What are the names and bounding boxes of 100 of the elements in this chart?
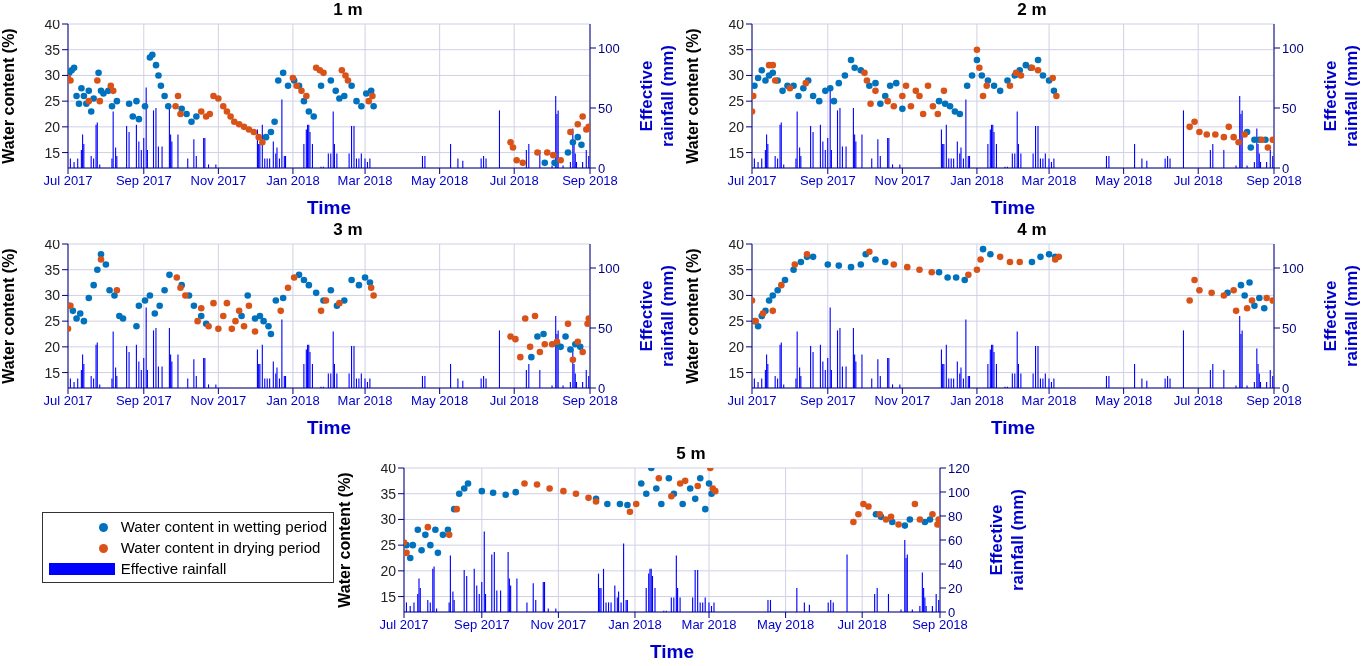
x-tick-label: Jul 2018 (1173, 393, 1223, 409)
y2-tick-label: 100 (598, 40, 620, 56)
y-tick-label: 25 (728, 93, 745, 110)
y2-tick-label: 50 (598, 100, 613, 116)
x-tick-label: Jan 2018 (950, 173, 1004, 189)
y2-tick-label: 0 (1282, 380, 1290, 396)
x-tick-label: Mar 2018 (337, 393, 393, 409)
y-tick-label: 35 (44, 261, 61, 278)
y-axis-title: Water content (%) (0, 28, 17, 164)
legend-label: Water content in wetting period (120, 518, 327, 535)
y-tick-label: 25 (44, 93, 61, 110)
y-tick-label: 30 (728, 67, 745, 84)
x-tick-label: Jul 2018 (489, 173, 539, 189)
x-tick-label: Sep 2017 (799, 173, 856, 189)
y-tick-label: 35 (44, 41, 61, 58)
chart-title: 2 m (1017, 0, 1047, 19)
x-tick-label: Jul 2017 (43, 173, 93, 189)
y-tick-label: 40 (728, 15, 745, 32)
x-axis-title: Time (306, 417, 352, 438)
x-tick-label: Jan 2018 (950, 393, 1004, 409)
y2-tick-label: 0 (598, 380, 606, 396)
x-tick-label: Sep 2018 (1246, 393, 1302, 409)
x-tick-label: Jul 2017 (43, 393, 93, 409)
y-tick-label: 20 (728, 118, 745, 135)
y2-tick-label: 60 (948, 532, 963, 548)
x-tick-label: Nov 2017 (190, 173, 247, 189)
y-tick-label: 40 (44, 235, 61, 252)
y2-tick-label: 0 (1282, 160, 1290, 176)
legend-label: Effective rainfall (120, 560, 227, 577)
x-axis-title: Time (306, 197, 352, 218)
y-tick-label: 40 (380, 459, 397, 476)
x-tick-label: Sep 2017 (799, 393, 856, 409)
y2-axis-title: Effective rainfall (mm) (987, 488, 1027, 592)
y-tick-label: 35 (380, 485, 397, 502)
x-axis-title: Time (649, 641, 695, 662)
x-tick-label: Nov 2017 (190, 393, 247, 409)
y2-tick-label: 100 (598, 260, 620, 276)
y-tick-label: 15 (44, 364, 61, 381)
chart-title: 3 m (333, 220, 363, 239)
x-tick-label: Sep 2018 (562, 393, 618, 409)
x-tick-label: Mar 2018 (1021, 393, 1077, 409)
y2-axis-title: Effective rainfall (mm) (1321, 44, 1361, 148)
x-tick-label: May 2018 (1095, 173, 1153, 189)
y2-axis-title: Effective rainfall (mm) (1321, 264, 1361, 368)
x-tick-label: Jan 2018 (266, 173, 320, 189)
y-tick-label: 30 (44, 67, 61, 84)
y2-tick-label: 0 (948, 604, 956, 620)
y2-tick-label: 0 (598, 160, 606, 176)
x-tick-label: May 2018 (411, 173, 469, 189)
x-tick-label: May 2018 (1095, 393, 1153, 409)
x-tick-label: May 2018 (757, 617, 815, 633)
x-tick-label: Nov 2017 (874, 173, 931, 189)
y2-tick-label: 50 (1282, 320, 1297, 336)
y-tick-label: 20 (728, 338, 745, 355)
x-tick-label: Nov 2017 (530, 617, 587, 633)
x-tick-label: Jul 2018 (1173, 173, 1223, 189)
x-tick-label: Jul 2017 (379, 617, 429, 633)
legend-label: Water content in drying period (120, 539, 321, 556)
y2-axis-title: Effective rainfall (mm) (637, 264, 677, 368)
y-tick-label: 25 (728, 313, 745, 330)
y-tick-label: 30 (728, 287, 745, 304)
x-tick-label: Sep 2017 (115, 173, 172, 189)
x-tick-label: Sep 2017 (115, 393, 172, 409)
y-axis-title: Water content (%) (683, 28, 701, 164)
x-tick-label: Jul 2017 (727, 393, 777, 409)
y2-tick-label: 20 (948, 580, 963, 596)
x-tick-label: Nov 2017 (874, 393, 931, 409)
x-tick-label: Sep 2018 (562, 173, 618, 189)
y-tick-label: 20 (380, 562, 397, 579)
x-axis-title: Time (990, 417, 1036, 438)
chart-title: 1 m (333, 0, 363, 19)
x-tick-label: Jan 2018 (608, 617, 662, 633)
y-tick-label: 30 (380, 511, 397, 528)
x-tick-label: Mar 2018 (681, 617, 737, 633)
y2-tick-label: 120 (948, 460, 970, 476)
x-tick-label: Mar 2018 (1021, 173, 1077, 189)
y-tick-label: 40 (44, 15, 61, 32)
y2-tick-label: 80 (948, 508, 963, 524)
y-tick-label: 20 (44, 338, 61, 355)
y2-tick-label: 100 (1282, 260, 1304, 276)
x-tick-label: Jan 2018 (266, 393, 320, 409)
y2-tick-label: 50 (1282, 100, 1297, 116)
chart-title: 5 m (676, 444, 706, 463)
y-tick-label: 15 (380, 588, 397, 605)
x-tick-label: May 2018 (411, 393, 469, 409)
y-tick-label: 35 (728, 261, 745, 278)
x-axis-title: Time (990, 197, 1036, 218)
y-tick-label: 35 (728, 41, 745, 58)
y-axis-title: Water content (%) (335, 472, 353, 608)
y-axis-title: Water content (%) (683, 248, 701, 384)
y-tick-label: 25 (44, 313, 61, 330)
y-tick-label: 40 (728, 235, 745, 252)
y-axis-title: Water content (%) (0, 248, 17, 384)
y2-tick-label: 100 (1282, 40, 1304, 56)
y-tick-label: 15 (728, 144, 745, 161)
y2-tick-label: 50 (598, 320, 613, 336)
y2-tick-label: 100 (948, 484, 970, 500)
chart-title: 4 m (1017, 220, 1047, 239)
y2-tick-label: 40 (948, 556, 963, 572)
y2-axis-title: Effective rainfall (mm) (637, 44, 677, 148)
